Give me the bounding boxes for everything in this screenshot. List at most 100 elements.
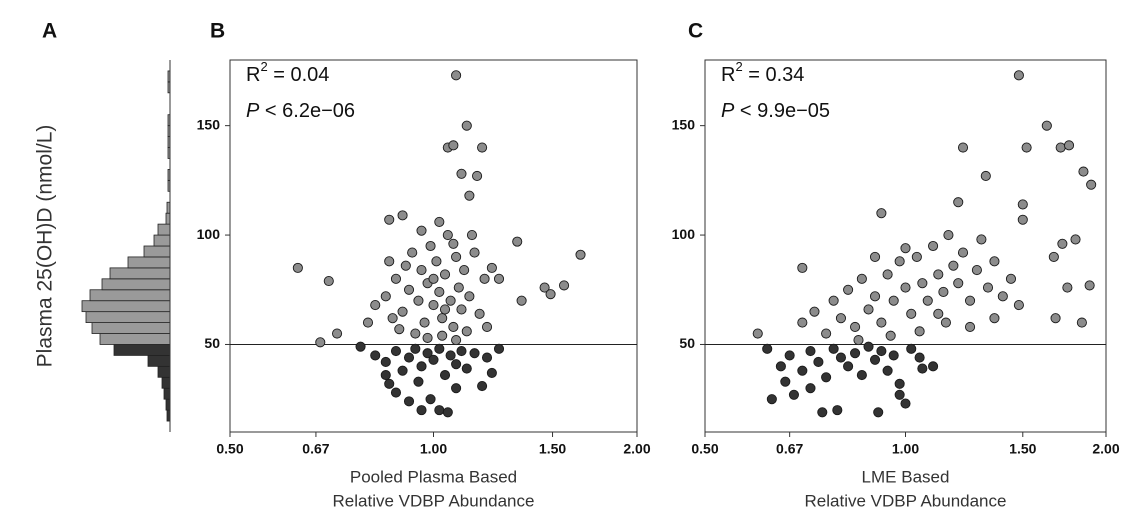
- scatter-point: [493, 343, 505, 354]
- scatter-point: [416, 361, 427, 372]
- scatter-point: [1021, 142, 1032, 153]
- scatter-point: [832, 405, 843, 416]
- scatter-point: [853, 335, 864, 346]
- scatter-point: [766, 394, 777, 405]
- scatter-point: [477, 380, 488, 392]
- scatter-point: [752, 328, 763, 339]
- x-tick-label: 0.67: [302, 441, 329, 457]
- scatter-point: [940, 317, 951, 328]
- scatter-point: [797, 262, 808, 273]
- scatter-point: [390, 387, 402, 398]
- histogram-bar: [109, 267, 171, 280]
- scatter-point: [434, 405, 445, 416]
- x-tick-label: 1.00: [420, 441, 447, 457]
- scatter-point: [914, 352, 925, 363]
- scatter-point: [900, 243, 911, 254]
- scatter-point: [390, 345, 402, 357]
- scatter-point: [332, 328, 343, 339]
- scatter-point: [1078, 166, 1089, 177]
- scatter-point: [885, 330, 896, 341]
- scatter-point: [387, 313, 398, 324]
- panel-letter: A: [42, 20, 57, 43]
- panel-letter: C: [688, 20, 703, 43]
- scatter-point: [957, 142, 969, 153]
- scatter-point: [906, 308, 917, 319]
- scatter-point: [451, 359, 462, 370]
- scatter-point: [453, 282, 464, 293]
- scatter-point: [451, 251, 462, 262]
- scatter-point: [456, 304, 467, 315]
- scatter-point: [466, 230, 478, 241]
- scatter-point: [448, 238, 459, 249]
- y-axis-label: Plasma 25(OH)D (nmol/L): [34, 125, 57, 368]
- scatter-point: [448, 321, 459, 333]
- scatter-point: [1017, 199, 1028, 210]
- scatter-point: [403, 352, 415, 363]
- scatter-point: [1017, 214, 1028, 225]
- x-tick-label: 0.67: [776, 441, 803, 457]
- scatter-point: [780, 376, 791, 387]
- scatter-point: [428, 354, 439, 365]
- p-text: < 6.2e−06: [259, 100, 355, 122]
- scatter-point: [410, 343, 421, 354]
- scatter-point: [928, 361, 939, 372]
- scatter-point: [410, 328, 421, 339]
- scatter-point: [948, 260, 959, 271]
- y-tick-label: 50: [679, 335, 695, 351]
- scatter-point: [451, 70, 462, 81]
- r-superscript: 2: [260, 59, 267, 74]
- y-tick-label: 150: [197, 116, 221, 132]
- scatter-point: [292, 262, 303, 273]
- r-value: = 0.34: [743, 64, 805, 86]
- scatter-point: [894, 378, 905, 389]
- histogram-bar: [85, 311, 171, 323]
- scatter-point: [863, 304, 874, 315]
- p-value: P < 9.9e−05: [721, 100, 830, 122]
- scatter-point: [869, 354, 881, 365]
- scatter-point: [1086, 179, 1097, 190]
- x-tick-label: 2.00: [623, 441, 650, 457]
- scatter-point: [821, 372, 832, 383]
- scatter-point: [425, 240, 436, 252]
- scatter-point: [953, 278, 964, 289]
- scatter-point: [486, 367, 497, 378]
- scatter-point: [362, 317, 374, 328]
- scatter-point: [539, 282, 550, 293]
- scatter-point: [797, 365, 808, 376]
- scatter-point: [384, 214, 395, 225]
- scatter-point: [397, 365, 408, 376]
- scatter-point: [1055, 142, 1066, 153]
- scatter-point: [445, 350, 456, 361]
- y-tick-label: 100: [197, 226, 221, 242]
- histogram-bar: [127, 256, 171, 269]
- x-axis-label: Relative VDBP Abundance: [805, 491, 1007, 510]
- scatter-point: [400, 260, 411, 271]
- scatter-point: [882, 269, 893, 280]
- scatter-point: [403, 284, 415, 295]
- scatter-point: [461, 363, 472, 374]
- scatter-point: [805, 345, 816, 357]
- scatter-point: [863, 341, 874, 352]
- scatter-point: [456, 168, 467, 179]
- histogram-bar: [157, 365, 171, 378]
- scatter-point: [964, 295, 976, 306]
- scatter-point: [928, 240, 939, 252]
- scatter-point: [784, 350, 795, 361]
- scatter-point: [989, 313, 1000, 324]
- scatter-point: [869, 251, 881, 262]
- scatter-point: [911, 251, 922, 262]
- scatter-point: [843, 284, 854, 295]
- y-tick-label: 100: [672, 226, 696, 242]
- scatter-point: [1084, 280, 1095, 291]
- scatter-point: [922, 295, 933, 306]
- scatter-point: [459, 265, 470, 276]
- scatter-point: [957, 247, 969, 258]
- scatter-point: [469, 348, 480, 359]
- scatter-point: [1062, 282, 1073, 293]
- scatter-point: [451, 335, 462, 346]
- scatter-point: [1005, 273, 1017, 284]
- r-squared: R2 = 0.34: [721, 59, 804, 86]
- scatter-point: [943, 230, 954, 241]
- scatter-point: [370, 300, 381, 311]
- histogram-bar: [147, 355, 171, 367]
